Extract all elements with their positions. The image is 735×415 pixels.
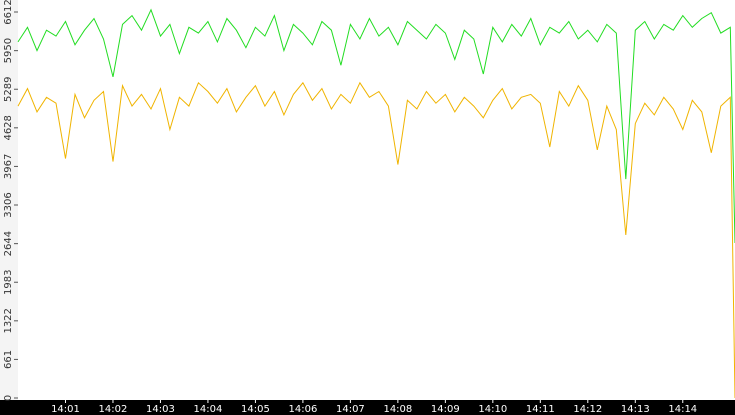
y-tick-label: 1322 bbox=[3, 308, 14, 333]
x-tick-label: 14:02 bbox=[99, 404, 128, 415]
x-tick-label: 14:10 bbox=[478, 404, 507, 415]
series-line bbox=[17, 8, 735, 244]
x-axis-strip bbox=[0, 400, 735, 415]
y-axis-strip bbox=[0, 0, 18, 415]
x-tick-label: 14:08 bbox=[383, 404, 412, 415]
x-tick-label: 14:06 bbox=[288, 404, 317, 415]
x-tick-label: 14:05 bbox=[241, 404, 270, 415]
x-tick-label: 14:11 bbox=[526, 404, 555, 415]
y-tick-label: 5289 bbox=[3, 77, 14, 102]
y-tick-label: 0 bbox=[3, 395, 14, 401]
x-tick-label: 14:09 bbox=[431, 404, 460, 415]
y-tick-label: 6612 bbox=[3, 0, 14, 25]
x-tick-label: 14:13 bbox=[621, 404, 650, 415]
y-tick-label: 3967 bbox=[3, 154, 14, 179]
y-tick-label: 5950 bbox=[3, 38, 14, 63]
x-tick-label: 14:01 bbox=[51, 404, 80, 415]
x-tick-label: 14:14 bbox=[668, 404, 697, 415]
y-tick-label: 4628 bbox=[3, 115, 14, 140]
y-tick-label: 3306 bbox=[3, 192, 14, 217]
x-tick-label: 14:12 bbox=[573, 404, 602, 415]
y-tick-label: 661 bbox=[3, 350, 14, 369]
y-tick-label: 1983 bbox=[3, 270, 14, 295]
y-tick-label: 2644 bbox=[3, 231, 14, 256]
x-tick-label: 14:03 bbox=[146, 404, 175, 415]
x-tick-label: 14:07 bbox=[336, 404, 365, 415]
x-tick-label: 14:04 bbox=[194, 404, 223, 415]
series-line bbox=[17, 81, 735, 399]
